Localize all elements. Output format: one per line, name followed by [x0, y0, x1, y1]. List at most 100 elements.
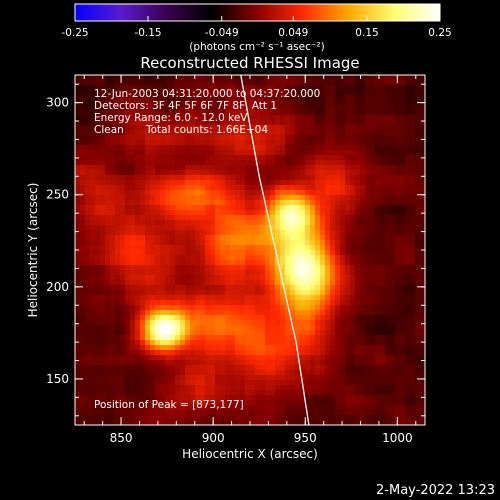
heatmap-cell	[285, 410, 291, 416]
heatmap-cell	[115, 370, 121, 376]
heatmap-cell	[255, 195, 261, 201]
heatmap-cell	[135, 350, 141, 356]
heatmap-cell	[345, 275, 351, 281]
heatmap-cell	[295, 145, 301, 151]
heatmap-cell	[230, 110, 236, 116]
heatmap-cell	[335, 270, 341, 276]
heatmap-cell	[415, 185, 421, 191]
heatmap-cell	[420, 230, 426, 236]
heatmap-cell	[190, 250, 196, 256]
heatmap-cell	[380, 220, 386, 226]
heatmap-cell	[270, 340, 276, 346]
heatmap-cell	[325, 75, 331, 81]
heatmap-cell	[410, 185, 416, 191]
heatmap-cell	[95, 320, 101, 326]
heatmap-cell	[200, 85, 206, 91]
heatmap-cell	[210, 295, 216, 301]
heatmap-cell	[105, 310, 111, 316]
heatmap-cell	[305, 380, 311, 386]
heatmap-cell	[380, 400, 386, 406]
heatmap-cell	[165, 355, 171, 361]
heatmap-cell	[75, 135, 81, 141]
heatmap-cell	[340, 365, 346, 371]
heatmap-cell	[245, 95, 251, 101]
heatmap-cell	[180, 180, 186, 186]
heatmap-cell	[205, 335, 211, 341]
heatmap-cell	[345, 310, 351, 316]
heatmap-cell	[155, 305, 161, 311]
heatmap-cell	[415, 325, 421, 331]
heatmap-cell	[400, 180, 406, 186]
heatmap-cell	[400, 230, 406, 236]
heatmap-cell	[260, 255, 266, 261]
heatmap-cell	[235, 320, 241, 326]
heatmap-cell	[290, 95, 296, 101]
heatmap-cell	[215, 260, 221, 266]
heatmap-cell	[180, 75, 186, 81]
footer-date: 2-May-2022 13:23	[376, 483, 495, 498]
heatmap-cell	[95, 290, 101, 296]
heatmap-cell	[95, 225, 101, 231]
heatmap-cell	[295, 280, 301, 286]
heatmap-cell	[400, 260, 406, 266]
heatmap-cell	[240, 95, 246, 101]
heatmap-cell	[250, 330, 256, 336]
heatmap-cell	[135, 90, 141, 96]
heatmap-cell	[175, 215, 181, 221]
heatmap-cell	[120, 130, 126, 136]
heatmap-cell	[95, 210, 101, 216]
heatmap-cell	[250, 355, 256, 361]
heatmap-cell	[345, 160, 351, 166]
heatmap-cell	[145, 275, 151, 281]
heatmap-cell	[195, 250, 201, 256]
heatmap-cell	[120, 350, 126, 356]
heatmap-cell	[120, 310, 126, 316]
heatmap-cell	[280, 140, 286, 146]
heatmap-cell	[380, 385, 386, 391]
heatmap-cell	[115, 100, 121, 106]
heatmap-cell	[295, 380, 301, 386]
heatmap-cell	[305, 130, 311, 136]
heatmap-cell	[375, 300, 381, 306]
heatmap-cell	[365, 305, 371, 311]
heatmap-cell	[325, 145, 331, 151]
heatmap-cell	[285, 110, 291, 116]
heatmap-cell	[415, 335, 421, 341]
heatmap-cell	[155, 190, 161, 196]
heatmap-cell	[145, 245, 151, 251]
heatmap-cell	[240, 150, 246, 156]
heatmap-cell	[80, 375, 86, 381]
heatmap-cell	[110, 325, 116, 331]
heatmap-cell	[255, 150, 261, 156]
heatmap-cell	[255, 335, 261, 341]
heatmap-cell	[320, 235, 326, 241]
heatmap-cell	[320, 165, 326, 171]
heatmap-cell	[235, 340, 241, 346]
heatmap-cell	[195, 265, 201, 271]
heatmap-cell	[240, 120, 246, 126]
heatmap-cell	[270, 375, 276, 381]
heatmap-cell	[400, 420, 406, 426]
heatmap-cell	[295, 165, 301, 171]
heatmap-cell	[290, 150, 296, 156]
heatmap-cell	[255, 215, 261, 221]
heatmap-cell	[250, 340, 256, 346]
heatmap-cell	[345, 235, 351, 241]
heatmap-cell	[285, 335, 291, 341]
heatmap-cell	[335, 235, 341, 241]
heatmap-cell	[315, 170, 321, 176]
heatmap-cell	[165, 235, 171, 241]
heatmap-cell	[270, 325, 276, 331]
heatmap-cell	[205, 85, 211, 91]
heatmap-cell	[390, 140, 396, 146]
heatmap-cell	[75, 405, 81, 411]
heatmap-cell	[110, 330, 116, 336]
heatmap-cell	[250, 305, 256, 311]
heatmap-cell	[405, 200, 411, 206]
heatmap-cell	[375, 280, 381, 286]
heatmap-cell	[100, 365, 106, 371]
heatmap-cell	[300, 100, 306, 106]
heatmap-cell	[280, 80, 286, 86]
heatmap-cell	[360, 75, 366, 81]
heatmap-cell	[355, 240, 361, 246]
